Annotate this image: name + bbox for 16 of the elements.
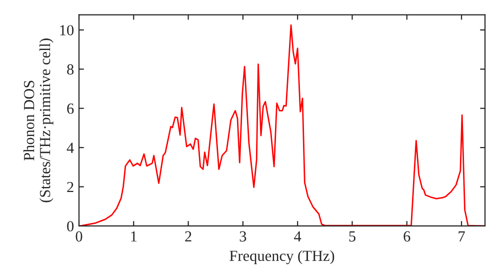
y-tick-label: 6 — [67, 104, 74, 114]
x-tick-label: 1 — [131, 231, 137, 242]
x-tick-label: 5 — [349, 231, 356, 242]
x-tick-label: 2 — [185, 231, 192, 242]
x-tick-label: 3 — [240, 231, 246, 242]
x-tick-label: 7 — [458, 231, 465, 242]
x-tick-label: 6 — [404, 231, 410, 242]
y-tick-label: 0 — [67, 221, 74, 232]
x-tick-label: 4 — [294, 231, 302, 242]
x-tick-label: 0 — [76, 231, 82, 242]
y-tick-label: 4 — [66, 142, 74, 153]
y-tick-label: 8 — [67, 64, 74, 75]
y-tick-label: 10 — [60, 25, 74, 36]
y-tick-label: 2 — [67, 182, 74, 192]
y-axis-title: Phonon DOS (States/THz·primitive cell) — [23, 38, 54, 202]
x-axis-title: Frequency (THz) — [230, 250, 334, 264]
